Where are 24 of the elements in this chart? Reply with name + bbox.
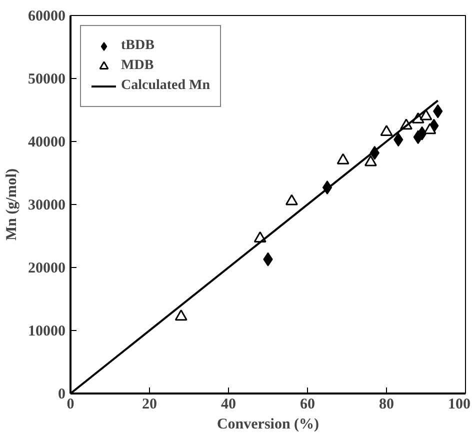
y-tick-label: 50000	[28, 72, 66, 88]
legend-label: tBDB	[121, 38, 154, 54]
legend-label: MDB	[121, 58, 154, 74]
legend-label: Calculated Mn	[121, 78, 210, 94]
x-axis-title: Conversion (%)	[216, 416, 320, 432]
y-tick-label: 30000	[28, 198, 66, 214]
x-tick-label: 20	[142, 396, 157, 412]
point	[336, 153, 350, 164]
point	[174, 310, 188, 321]
point	[420, 109, 432, 120]
x-tick-label: 80	[379, 396, 394, 412]
point	[364, 155, 377, 166]
y-tick-label: 0	[58, 386, 66, 402]
point	[285, 194, 298, 206]
y-axis-title: Mn (g/mol)	[4, 168, 20, 241]
x-tick-label: 60	[300, 396, 315, 412]
y-tick-label: 20000	[28, 260, 66, 276]
y-tick-label: 60000	[28, 8, 66, 24]
y-tick-label: 10000	[28, 324, 66, 340]
y-tick-label: 40000	[28, 134, 66, 150]
point	[424, 123, 436, 134]
point	[380, 124, 393, 136]
x-tick-label: 40	[221, 396, 236, 412]
x-tick-label: 100	[448, 396, 470, 412]
